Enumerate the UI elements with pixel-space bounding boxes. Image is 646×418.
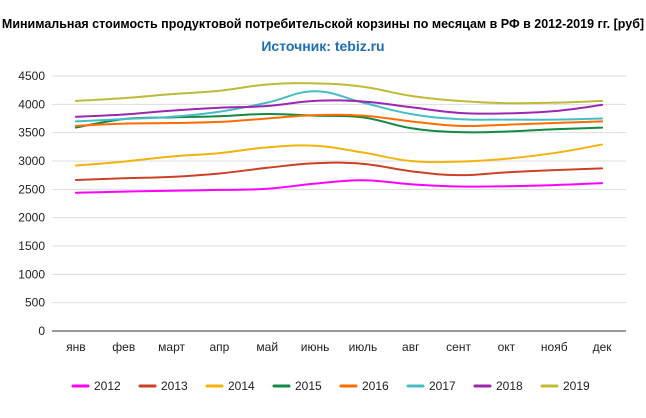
y-tick-label: 4000	[18, 97, 45, 111]
y-tick-label: 1500	[18, 239, 45, 253]
y-tick-label: 3500	[18, 126, 45, 140]
series-line-2018	[74, 99, 604, 118]
legend-label-2014: 2014	[228, 379, 255, 393]
legend-label-2019: 2019	[563, 379, 590, 393]
legend-label-2015: 2015	[295, 379, 322, 393]
chart-subtitle: Источник: tebiz.ru	[261, 38, 385, 54]
x-tick-label: июнь	[301, 340, 330, 354]
x-tick-label: янв	[66, 340, 86, 354]
y-tick-label: 0	[38, 324, 45, 338]
chart-title: Минимальная стоимость продуктовой потреб…	[1, 17, 645, 31]
series-line-2017	[74, 90, 604, 123]
x-tick-label: май	[256, 340, 278, 354]
y-tick-label: 500	[25, 296, 45, 310]
x-tick-label: сент	[446, 340, 471, 354]
series-line-2019	[74, 82, 604, 105]
y-tick-label: 3000	[18, 154, 45, 168]
x-tick-label: март	[158, 340, 185, 354]
x-tick-label: авг	[402, 340, 420, 354]
x-tick-label: окт	[498, 340, 516, 354]
legend-label-2016: 2016	[362, 379, 389, 393]
y-tick-label: 4500	[18, 69, 45, 83]
legend-label-2012: 2012	[94, 379, 121, 393]
series-line-2012	[74, 179, 604, 194]
x-tick-label: дек	[593, 340, 613, 354]
y-tick-label: 2500	[18, 182, 45, 196]
legend-label-2017: 2017	[429, 379, 456, 393]
series-line-2013	[74, 161, 604, 181]
series-line-2014	[74, 143, 604, 167]
x-tick-label: апр	[209, 340, 229, 354]
series-line-2016	[74, 113, 604, 128]
legend-label-2018: 2018	[496, 379, 523, 393]
y-tick-label: 2000	[18, 211, 45, 225]
legend-label-2013: 2013	[161, 379, 188, 393]
x-tick-label: нояб	[541, 340, 568, 354]
x-tick-label: июль	[349, 340, 378, 354]
y-tick-label: 1000	[18, 267, 45, 281]
x-tick-label: фев	[112, 340, 135, 354]
